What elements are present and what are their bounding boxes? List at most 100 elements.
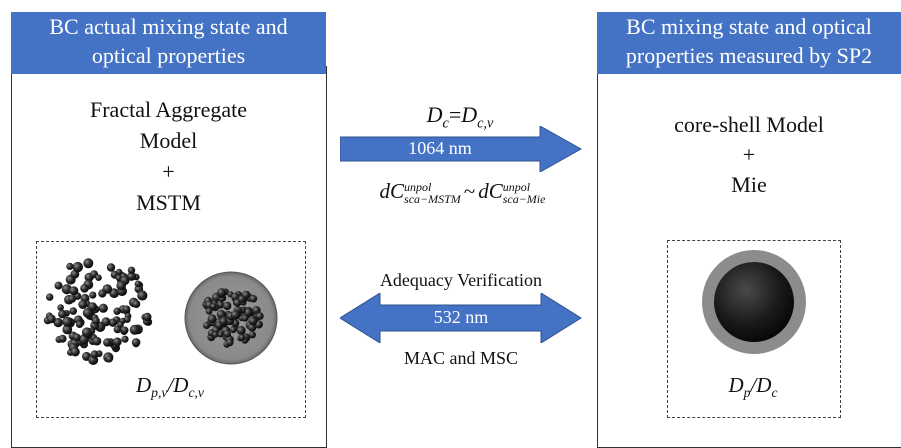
core-icon	[714, 262, 794, 342]
soot-monomer	[219, 317, 228, 326]
soot-monomer	[252, 306, 261, 315]
soot-monomer	[62, 324, 73, 335]
soot-monomer	[92, 336, 102, 346]
left-model-line1: Fractal Aggregate	[90, 97, 247, 122]
left-ratio-label: Dp,v/Dc,v	[135, 373, 204, 401]
soot-monomer	[92, 316, 100, 325]
soot-monomer	[143, 312, 152, 322]
right-illustration-box	[667, 240, 841, 418]
soot-monomer	[90, 350, 99, 359]
left-model-line2: Model	[139, 128, 198, 153]
soot-monomer	[247, 323, 257, 332]
left-method: MSTM	[136, 190, 201, 215]
left-panel-header: BC actual mixing state and optical prope…	[11, 12, 326, 74]
left-illustration-box	[36, 241, 306, 418]
soot-monomer	[238, 334, 246, 341]
left-header-line2: optical properties	[91, 43, 246, 68]
soot-monomer	[113, 307, 121, 315]
soot-monomer	[223, 301, 232, 311]
soot-monomer	[70, 347, 80, 357]
soot-monomer	[223, 330, 231, 338]
soot-monomer	[210, 303, 217, 310]
soot-monomer	[98, 303, 108, 313]
top-arrow-relation: dC unpol sca−MSTM ~ dC unpol sca−Mie	[379, 179, 546, 207]
soot-monomer	[98, 289, 107, 298]
right-ratio-label: Dp/Dc	[728, 373, 778, 401]
soot-monomer	[58, 309, 67, 319]
soot-monomer	[81, 327, 92, 338]
left-illustration	[43, 258, 278, 365]
right-arrow-icon	[340, 126, 582, 172]
soot-monomer	[106, 263, 116, 272]
soot-monomer	[78, 300, 88, 309]
soot-monomer	[248, 331, 256, 339]
coated-aggregate-core-icon	[202, 288, 264, 348]
left-panel	[11, 66, 327, 448]
right-method: Mie	[731, 172, 767, 197]
bottom-arrow-title: Adequacy Verification	[379, 270, 543, 290]
bottom-arrow-metrics: MAC and MSC	[403, 348, 519, 368]
soot-monomer	[58, 334, 67, 343]
soot-monomer	[256, 312, 264, 320]
right-model: core-shell Model	[674, 112, 824, 137]
soot-monomer	[73, 333, 81, 342]
fractal-aggregate-icon	[43, 258, 153, 365]
soot-monomer	[217, 288, 227, 298]
soot-monomer	[112, 337, 122, 347]
soot-monomer	[241, 314, 249, 322]
double-arrow-icon	[340, 293, 582, 343]
right-illustration	[702, 250, 806, 354]
right-plus: +	[742, 142, 756, 167]
soot-monomer	[127, 266, 136, 274]
soot-monomer	[80, 284, 89, 293]
soot-monomer	[121, 326, 129, 334]
soot-monomer	[75, 320, 84, 328]
soot-monomer	[129, 324, 140, 335]
top-arrow-wavelength: 1064 nm	[408, 138, 472, 158]
soot-monomer	[101, 317, 111, 327]
soot-monomer	[132, 300, 141, 308]
soot-monomer	[249, 294, 258, 303]
soot-monomer	[95, 274, 102, 281]
soot-monomer	[89, 291, 97, 299]
soot-monomer	[131, 338, 141, 347]
soot-monomer	[62, 316, 73, 327]
soot-monomer	[121, 335, 129, 343]
soot-monomer	[54, 281, 63, 290]
left-header-line1: BC actual mixing state and	[49, 14, 288, 39]
soot-monomer	[88, 302, 97, 311]
soot-monomer	[117, 321, 124, 328]
left-plus: +	[162, 159, 175, 184]
soot-monomer	[212, 331, 219, 338]
soot-monomer	[47, 314, 56, 324]
soot-monomer	[134, 280, 142, 288]
soot-monomer	[203, 321, 211, 330]
soot-monomer	[230, 326, 237, 334]
soot-monomer	[243, 307, 253, 317]
soot-monomer	[236, 325, 246, 335]
soot-monomer	[66, 262, 74, 270]
bottom-arrow-wavelength: 532 nm	[433, 307, 489, 327]
soot-monomer	[103, 338, 112, 347]
soot-monomer	[69, 307, 77, 315]
right-panel-header: BC mixing state and optical properties m…	[597, 12, 901, 74]
soot-monomer	[226, 338, 234, 347]
soot-monomer	[57, 304, 64, 311]
soot-monomer	[116, 280, 126, 291]
soot-monomer	[207, 314, 217, 324]
soot-monomer	[115, 268, 123, 276]
soot-monomer	[83, 258, 94, 269]
top-arrow-equation: Dc=Dc,v	[426, 102, 494, 132]
soot-monomer	[122, 305, 131, 313]
soot-monomer	[137, 290, 148, 301]
soot-monomer	[238, 295, 246, 303]
soot-monomer	[72, 261, 83, 273]
soot-monomer	[248, 316, 258, 326]
right-header-line2: properties measured by SP2	[625, 43, 873, 68]
soot-monomer	[217, 331, 224, 338]
soot-monomer	[46, 293, 54, 301]
soot-monomer	[106, 355, 113, 363]
soot-monomer	[68, 295, 76, 303]
soot-monomer	[69, 286, 79, 296]
soot-monomer	[205, 307, 213, 315]
